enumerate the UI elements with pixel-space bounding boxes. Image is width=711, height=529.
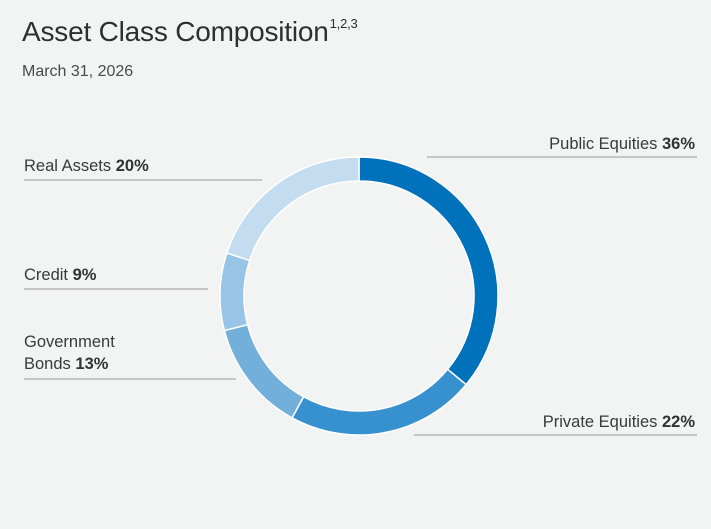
label-private-equities-name: Private Equities xyxy=(542,413,658,431)
label-public-equities-name: Public Equities xyxy=(549,135,658,153)
label-government-bonds-name-line2: Bonds xyxy=(24,355,71,373)
footnote-superscript: 1,2,3 xyxy=(329,15,358,31)
label-credit-value: 9% xyxy=(72,266,97,284)
slice-real-assets xyxy=(225,156,360,262)
chart-title-text: Asset Class Composition xyxy=(22,16,329,47)
label-credit-name: Credit xyxy=(24,266,69,284)
chart-date: March 31, 2026 xyxy=(22,63,134,80)
label-private-equities: Private Equities 22% xyxy=(543,411,695,433)
label-government-bonds-value: 13% xyxy=(75,355,109,373)
donut-slices xyxy=(219,156,499,436)
label-credit: Credit 9% xyxy=(24,264,96,286)
label-real-assets-name: Real Assets xyxy=(24,157,112,175)
label-government-bonds-name-line1: Government xyxy=(24,333,115,351)
label-government-bonds: Government Bonds 13% xyxy=(24,331,115,375)
label-public-equities: Public Equities 36% xyxy=(549,133,695,155)
donut-hole xyxy=(245,182,473,410)
leader-lines xyxy=(24,156,697,436)
label-real-assets: Real Assets 20% xyxy=(24,155,149,177)
label-public-equities-value: 36% xyxy=(661,135,695,153)
label-real-assets-value: 20% xyxy=(115,157,149,175)
label-private-equities-value: 22% xyxy=(661,413,695,431)
chart-title: Asset Class Composition1,2,3 xyxy=(22,16,358,48)
